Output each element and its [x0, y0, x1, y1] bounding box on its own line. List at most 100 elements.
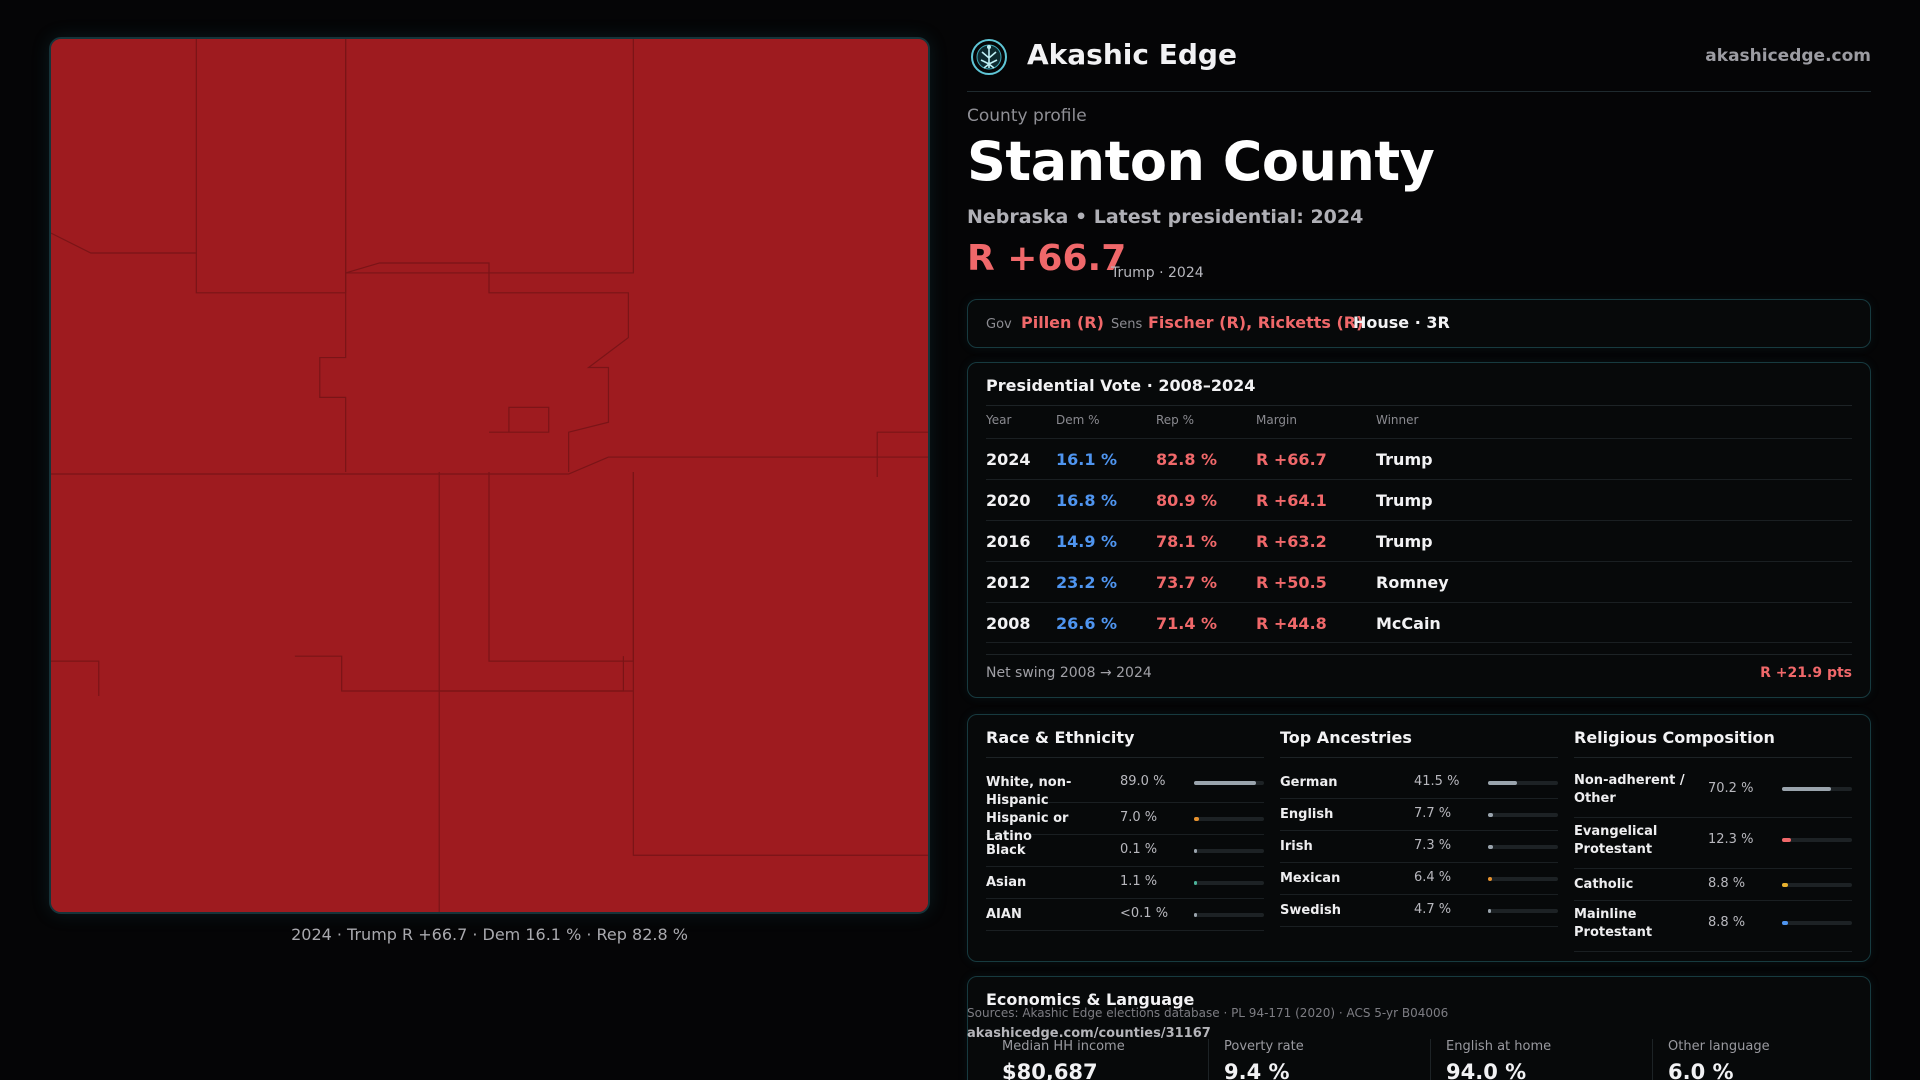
ancestries-section: Top Ancestries German 41.5 % English 7.7 % I…: [1280, 715, 1558, 963]
net-swing-label: Net swing 2008 → 2024: [986, 665, 1152, 681]
cell-margin: R +64.1: [1256, 491, 1327, 510]
stat-english-at-home: English at home 94.0 %: [1446, 1039, 1646, 1080]
item-percent: 41.5 %: [1414, 774, 1460, 789]
economics-title: Economics & Language: [986, 990, 1195, 1009]
share-bar-fill: [1782, 787, 1831, 791]
cell-rep: 73.7 %: [1156, 573, 1218, 592]
item-percent: 8.8 %: [1708, 915, 1746, 930]
item-name: Irish: [1280, 839, 1313, 854]
table-row: 2020 16.8 % 80.9 % R +64.1 Trump: [986, 479, 1852, 520]
item-percent: 7.7 %: [1414, 806, 1452, 821]
item-name: Swedish: [1280, 903, 1341, 918]
table-row: 2012 23.2 % 73.7 % R +50.5 Romney: [986, 561, 1852, 602]
share-bar: [1782, 883, 1852, 887]
section-title: Religious Composition: [1574, 728, 1775, 747]
tree-of-life-icon[interactable]: [970, 38, 1008, 76]
divider: [1652, 1039, 1653, 1080]
share-bar: [1782, 921, 1852, 925]
cell-year: 2012: [986, 573, 1031, 592]
section-title: Race & Ethnicity: [986, 728, 1135, 747]
brand-name[interactable]: Akashic Edge: [1027, 38, 1237, 71]
cell-rep: 82.8 %: [1156, 450, 1218, 469]
latest-margin-note: Trump · 2024: [1111, 265, 1204, 281]
page-kicker: County profile: [967, 106, 1087, 126]
col-header-margin: Margin: [1256, 413, 1297, 427]
gov-value: Pillen (R): [1021, 313, 1104, 332]
item-name: English: [1280, 807, 1334, 822]
item-percent: 6.4 %: [1414, 870, 1452, 885]
profile-panel: Akashic Edge akashicedge.com County prof…: [967, 0, 1871, 1080]
share-bar-fill: [1194, 881, 1197, 885]
col-header-winner: Winner: [1376, 413, 1419, 427]
share-bar-fill: [1488, 813, 1493, 817]
religion-section: Religious Composition Non-adherent / Oth…: [1574, 715, 1852, 963]
divider: [1430, 1039, 1431, 1080]
county-map-svg: [51, 39, 928, 912]
divider: [1280, 757, 1558, 758]
cell-dem: 16.1 %: [1056, 450, 1118, 469]
cell-winner: Trump: [1376, 491, 1433, 510]
item-percent: 7.0 %: [1120, 810, 1158, 825]
item-percent: 12.3 %: [1708, 832, 1754, 847]
item-percent: 8.8 %: [1708, 876, 1746, 891]
share-bar: [1488, 877, 1558, 881]
item-percent: <0.1 %: [1120, 906, 1169, 921]
item-name: Hispanic or Latino: [986, 811, 1069, 844]
divider: [986, 405, 1852, 406]
table-row: 2016 14.9 % 78.1 % R +63.2 Trump: [986, 520, 1852, 561]
item-name: Asian: [986, 875, 1027, 890]
county-map[interactable]: [49, 37, 930, 914]
cell-dem: 26.6 %: [1056, 614, 1118, 633]
list-item: Evangelical Protestant 12.3 %: [1574, 818, 1852, 869]
sens-value: Fischer (R), Ricketts (R): [1148, 313, 1364, 332]
item-name: German: [1280, 775, 1338, 790]
source-url-link[interactable]: akashicedge.com/counties/31167: [967, 1026, 1211, 1041]
list-item: Mexican 6.4 %: [1280, 863, 1558, 895]
brand-header: Akashic Edge akashicedge.com: [967, 36, 1871, 92]
share-bar: [1194, 881, 1264, 885]
list-item: White, non-Hispanic 89.0 %: [986, 767, 1264, 808]
stat-value: $80,687: [1002, 1060, 1098, 1080]
item-name: Mainline Protestant: [1574, 907, 1653, 940]
share-bar: [1488, 813, 1558, 817]
share-bar-fill: [1194, 849, 1197, 853]
cell-winner: Trump: [1376, 450, 1433, 469]
cell-rep: 78.1 %: [1156, 532, 1218, 551]
list-item: Irish 7.3 %: [1280, 831, 1558, 863]
brand-url-link[interactable]: akashicedge.com: [1705, 46, 1871, 66]
stat-poverty-rate: Poverty rate 9.4 %: [1224, 1039, 1424, 1080]
share-bar: [1782, 838, 1852, 842]
list-item: German 41.5 %: [1280, 767, 1558, 799]
share-bar-fill: [1782, 838, 1791, 842]
share-bar-fill: [1488, 781, 1517, 785]
cell-year: 2016: [986, 532, 1031, 551]
house-value: House · 3R: [1353, 313, 1450, 332]
cell-margin: R +44.8: [1256, 614, 1327, 633]
item-name: Non-adherent / Other: [1574, 773, 1685, 806]
stat-median-income: Median HH income $80,687: [1002, 1039, 1202, 1080]
item-name: Evangelical Protestant: [1574, 824, 1658, 857]
page-title: Stanton County: [967, 130, 1435, 193]
item-name: Mexican: [1280, 871, 1341, 886]
gov-label: Gov: [986, 317, 1012, 332]
share-bar-fill: [1488, 909, 1491, 913]
stat-label: Other language: [1668, 1039, 1770, 1054]
map-caption: 2024 · Trump R +66.7 · Dem 16.1 % · Rep …: [291, 925, 688, 944]
list-item: Swedish 4.7 %: [1280, 895, 1558, 927]
divider: [1208, 1039, 1209, 1080]
stat-value: 94.0 %: [1446, 1060, 1527, 1080]
item-percent: 89.0 %: [1120, 774, 1166, 789]
col-header-rep: Rep %: [1156, 413, 1195, 427]
cell-margin: R +50.5: [1256, 573, 1327, 592]
list-item: AIAN <0.1 %: [986, 899, 1264, 931]
share-bar-fill: [1194, 817, 1199, 821]
economics-card: Economics & Language Median HH income $8…: [967, 976, 1871, 1080]
table-row: 2024 16.1 % 82.8 % R +66.7 Trump: [986, 438, 1852, 479]
officials-card: Gov Pillen (R) Sens Fischer (R), Rickett…: [967, 299, 1871, 348]
share-bar: [1194, 849, 1264, 853]
list-item: English 7.7 %: [1280, 799, 1558, 831]
cell-margin: R +63.2: [1256, 532, 1327, 551]
sens-label: Sens: [1111, 317, 1143, 332]
list-item: Catholic 8.8 %: [1574, 869, 1852, 901]
item-percent: 70.2 %: [1708, 781, 1754, 796]
